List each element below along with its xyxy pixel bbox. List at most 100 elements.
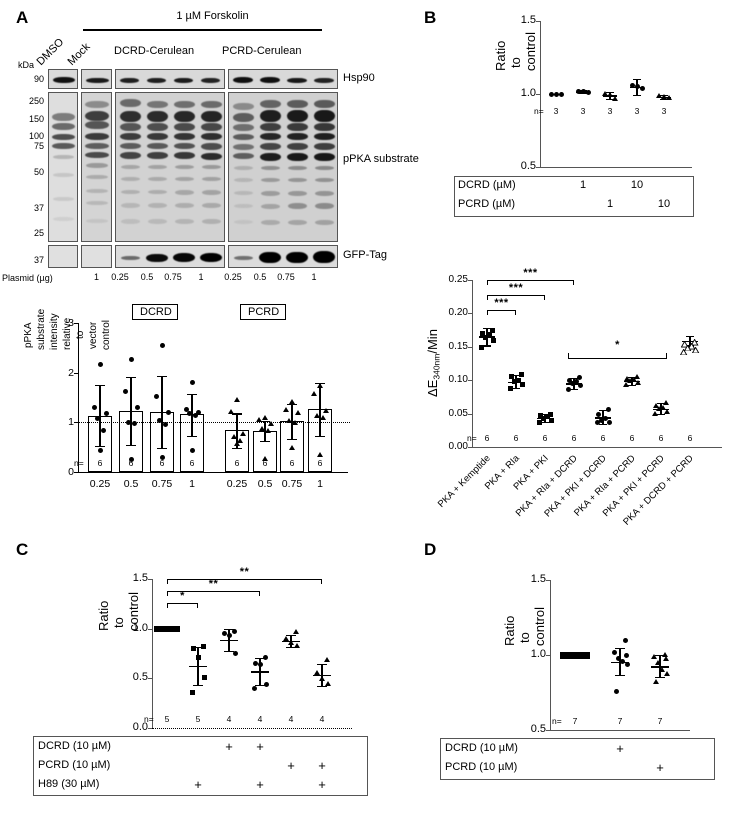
panel-letter-d: D xyxy=(424,540,437,559)
chart-b-n-2: 3 xyxy=(607,106,613,116)
chart-d-condition-table xyxy=(440,738,715,780)
chart-a-point-6-2 xyxy=(294,410,301,416)
chart-a-point-2-3 xyxy=(156,417,162,423)
chart-pka-point-2-4 xyxy=(548,418,554,424)
blot-hsp90-lane-mock xyxy=(81,69,112,89)
chart-b-table-cell-0-3: 10 xyxy=(630,179,644,191)
chart-pka-bracket-2-line xyxy=(487,280,574,281)
blot-ppka-lane-dmso xyxy=(48,92,78,242)
plasmid-value-d4: 1 xyxy=(198,272,204,282)
chart-c-point-1-1 xyxy=(190,646,196,652)
chart-d-n-2: 7 xyxy=(657,716,663,726)
chart-pka-n-4: 6 xyxy=(600,433,606,443)
chart-pka-point-4-1 xyxy=(595,412,601,418)
chart-pka-point-1-4 xyxy=(519,382,525,388)
chart-b-point-4-1 xyxy=(660,93,667,99)
chart-a-point-1-1 xyxy=(122,389,128,395)
chart-a-point-3-4 xyxy=(192,412,198,418)
chart-pka-point-0-1 xyxy=(479,330,485,336)
chart-c-mean-5 xyxy=(313,674,331,677)
chart-pka-point-4-5 xyxy=(594,420,600,426)
chart-d-point-2-0 xyxy=(661,652,668,657)
chart-d-y-axis xyxy=(550,580,551,731)
chart-pka-point-0-4 xyxy=(490,337,496,343)
chart-pka-yticklabel-5: 0.25 xyxy=(448,274,468,285)
chart-pka-bracket-0-right-tick xyxy=(515,310,516,316)
chart-pka-y-axis xyxy=(472,280,473,448)
chart-c-bracket-1-line xyxy=(167,590,260,592)
chart-pka-point-2-0 xyxy=(547,411,553,417)
chart-pka-point-7-4 xyxy=(692,340,700,354)
chart-a-errorbar-lower-cap-1 xyxy=(126,445,136,447)
chart-a-point-7-5 xyxy=(316,451,323,457)
plasmid-value-p3: 0.75 xyxy=(277,272,295,282)
chart-a-errorbar-lower-cap-6 xyxy=(287,438,297,440)
chart-pka-point-1-5 xyxy=(507,385,513,391)
chart-a-yticklabel-0: 0 xyxy=(68,466,74,478)
chart-a-errorbar-0 xyxy=(99,385,101,446)
marker-hsp90-90: 90 xyxy=(33,74,44,84)
chart-pka-point-3-3 xyxy=(569,381,575,387)
chart-pka-errorbar-lower-cap-6 xyxy=(657,414,665,416)
chart-pka-yticklabel-4: 0.20 xyxy=(448,307,468,319)
chart-b-ytick-0 xyxy=(536,167,540,168)
chart-c-table-row-label-1: PCRD (10 µM) xyxy=(38,759,111,771)
chart-a-point-4-3 xyxy=(230,434,237,440)
blot-gfp-group-dcrd xyxy=(115,245,225,268)
chart-b-errorbar-upper-cap-3 xyxy=(633,78,641,80)
chart-a-xticklabel-6: 0.75 xyxy=(281,478,303,490)
chart-d-n-1: 7 xyxy=(617,716,623,726)
chart-a-n-1: 6 xyxy=(128,458,134,468)
chart-c-ytick-0 xyxy=(148,728,152,729)
chart-a-errorbar-7 xyxy=(319,383,321,436)
lane-label-mock: Mock xyxy=(65,40,93,68)
chart-c-y-axis xyxy=(152,579,153,729)
chart-a-point-7-0 xyxy=(316,382,323,388)
chart-d-point-1-6 xyxy=(613,688,619,694)
chart-pka-point-3-0 xyxy=(576,375,582,381)
chart-pka-bracket-0-stars: *** xyxy=(494,297,509,310)
chart-pka-errorbar-upper-cap-3 xyxy=(570,377,578,379)
chart-c-bracket-1-right-tick xyxy=(259,590,260,596)
chart-a-point-0-4 xyxy=(100,428,106,434)
chart-pka-point-6-0 xyxy=(662,399,669,405)
plasmid-value-d2: 0.5 xyxy=(140,272,154,282)
plasmid-value-d3: 0.75 xyxy=(164,272,182,282)
chart-pka-point-1-2 xyxy=(515,377,521,383)
chart-b-yticklabel-0: 0.5 xyxy=(520,160,536,172)
chart-b-point-3-1 xyxy=(634,84,640,90)
chart-d-point-2-5 xyxy=(663,670,670,676)
chart-a-y-axis xyxy=(78,323,79,473)
plasmid-value-p1: 0.25 xyxy=(224,272,242,282)
blot-gfp-lane-mock xyxy=(81,245,112,268)
chart-d-ytick-0 xyxy=(546,730,550,731)
chart-pka-bracket-0 xyxy=(487,310,516,316)
chart-pka-ytick-0 xyxy=(468,447,472,448)
chart-c-point-3-4 xyxy=(251,685,257,691)
chart-b-ytick-1 xyxy=(536,94,540,95)
blot-ppka-group-dcrd xyxy=(115,92,225,242)
marker-gfp-37: 37 xyxy=(33,255,44,265)
chart-a-xticklabel-0: 0.25 xyxy=(89,478,111,490)
chart-pka-bracket-3-stars: * xyxy=(615,339,620,352)
chart-pka-bracket-1-line xyxy=(487,294,545,296)
chart-c-point-2-3 xyxy=(232,651,238,656)
chart-pka-point-2-2 xyxy=(544,414,550,420)
chart-a-point-5-5 xyxy=(261,455,268,461)
chart-b-yticklabel-1: 1.0 xyxy=(520,87,536,99)
chart-pka-point-5-5 xyxy=(622,381,629,387)
chart-a-point-4-0 xyxy=(233,397,240,403)
chart-pka-point-5-4 xyxy=(634,379,641,385)
chart-b-point-0-2 xyxy=(558,91,564,97)
marker-ppka-250: 250 xyxy=(28,96,44,106)
chart-d-yticklabel-0: 0.5 xyxy=(530,723,546,735)
chart-a-point-1-2 xyxy=(134,405,140,411)
chart-pka-point-7-0 xyxy=(691,333,699,346)
chart-pka-point-7-1 xyxy=(681,335,689,348)
chart-c-bracket-1 xyxy=(167,590,260,597)
chart-c-table-plus-2-5: + xyxy=(318,777,326,792)
chart-pka-point-5-2 xyxy=(630,377,637,383)
chart-c-table-row-label-2: H89 (30 µM) xyxy=(38,778,100,790)
chart-pka-point-1-1 xyxy=(508,374,514,380)
chart-c-point-5-0 xyxy=(323,657,330,663)
